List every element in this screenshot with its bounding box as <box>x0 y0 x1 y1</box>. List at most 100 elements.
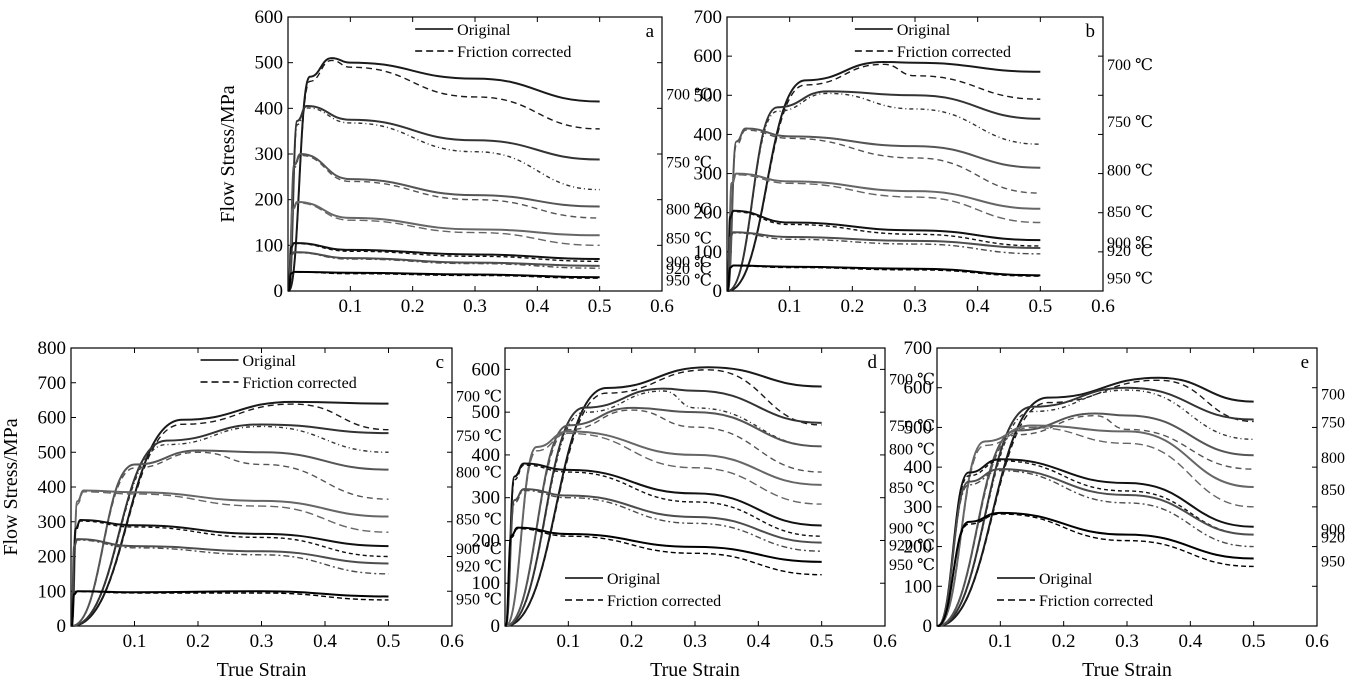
y-tick-label: 300 <box>255 144 284 165</box>
series-corrected-950C <box>937 513 1254 627</box>
series-label: 700 ℃ <box>1107 57 1153 74</box>
series-original-900C <box>70 519 389 627</box>
series-label: 920 ℃ <box>889 538 935 555</box>
legend-corrected-label: Friction corrected <box>897 44 1011 61</box>
legend: Original Friction corrected <box>415 22 571 61</box>
series-label: 900 ℃ <box>1321 522 1345 539</box>
series-original-850C <box>937 424 1254 627</box>
series-label: 950 ℃ <box>456 591 502 608</box>
series-original-920C <box>287 251 600 292</box>
y-tick-label: 0 <box>923 616 933 637</box>
y-tick-label: 100 <box>472 573 501 594</box>
series-original-950C <box>726 264 1041 292</box>
panel-letter: d <box>868 352 878 373</box>
series-original-800C <box>937 412 1254 627</box>
x-tick-label: 0.1 <box>778 296 802 317</box>
legend-original-label: Original <box>607 571 661 588</box>
x-tick-label: 0.3 <box>250 631 274 652</box>
series-original-700C <box>505 366 822 627</box>
x-tick-label: 0.3 <box>683 631 707 652</box>
series-corrected-920C <box>504 489 822 627</box>
series-corrected-850C <box>70 491 389 627</box>
y-tick-label: 600 <box>255 7 284 28</box>
series-original-700C <box>937 376 1254 627</box>
y-tick-label: 400 <box>38 477 67 498</box>
x-tick-label: 0.1 <box>988 631 1012 652</box>
series-label: 950 ℃ <box>1107 270 1153 287</box>
y-tick-label: 400 <box>255 98 284 119</box>
y-tick-label: 400 <box>472 445 501 466</box>
y-tick-label: 700 <box>904 338 933 359</box>
series-original-750C <box>287 105 600 292</box>
series-corrected-850C <box>937 426 1254 627</box>
x-tick-label: 0.4 <box>746 631 770 652</box>
x-tick-label: 0.6 <box>1305 631 1329 652</box>
y-tick-label: 400 <box>694 124 723 145</box>
x-axis-label: True Strain <box>650 659 740 681</box>
legend: Original Friction corrected <box>565 571 721 610</box>
x-tick-label: 0.2 <box>840 296 864 317</box>
x-tick-label: 0.5 <box>810 631 834 652</box>
x-tick-label: 0.1 <box>123 631 147 652</box>
x-tick-label: 0.3 <box>903 296 927 317</box>
y-tick-label: 300 <box>694 164 723 185</box>
y-tick-label: 100 <box>38 581 67 602</box>
y-tick-label: 200 <box>694 203 723 224</box>
series-label: 800 ℃ <box>456 465 502 482</box>
panel-letter: a <box>646 21 655 42</box>
series-label: 700 ℃ <box>456 389 502 406</box>
series-original-900C <box>504 462 822 627</box>
series-label: 750 ℃ <box>1107 114 1153 131</box>
series-corrected-920C <box>287 251 600 292</box>
x-tick-label: 0.6 <box>440 631 464 652</box>
series-corrected-750C <box>287 107 600 292</box>
legend-original-label: Original <box>897 22 951 39</box>
series-label: 850 ℃ <box>889 480 935 497</box>
panel-a: 0 100 200 300 400 500 600 0.1 0.2 0.3 0.4 0.5 0.6 a 70… <box>217 7 712 317</box>
y-axis-label: Flow Stress/MPa <box>0 418 22 555</box>
series-label: 920 ℃ <box>1321 530 1345 547</box>
series-corrected-900C <box>726 210 1041 292</box>
x-tick-label: 0.3 <box>463 296 487 317</box>
y-tick-label: 600 <box>472 359 501 380</box>
series-corrected-920C <box>70 539 389 627</box>
series-original-800C <box>287 152 600 292</box>
series-original-920C <box>504 488 822 627</box>
legend-corrected-label: Friction corrected <box>457 44 571 61</box>
x-tick-label: 0.6 <box>650 296 674 317</box>
y-axis-label: Flow Stress/MPa <box>217 85 239 222</box>
y-tick-label: 500 <box>904 417 933 438</box>
x-tick-label: 0.3 <box>1115 631 1139 652</box>
x-tick-label: 0.2 <box>186 631 210 652</box>
x-tick-label: 0.4 <box>525 296 549 317</box>
y-tick-label: 500 <box>255 53 284 74</box>
panel-c: 0 100 200 300 400 500 600 700 800 0.1 0.2 0.3 0.4 0.5… <box>0 338 502 681</box>
x-tick-label: 0.4 <box>313 631 337 652</box>
y-tick-label: 100 <box>904 576 933 597</box>
panel-letter: c <box>436 352 444 373</box>
y-tick-label: 200 <box>255 190 284 211</box>
series-corrected-950C <box>70 590 389 627</box>
series-label: 850 ℃ <box>1321 482 1345 499</box>
y-tick-label: 200 <box>904 537 933 558</box>
panel-d: 0 100 200 300 400 500 600 0.1 0.2 0.3 0.4 0.5 0.6 d 70… <box>472 347 935 681</box>
x-tick-label: 0.1 <box>338 296 362 317</box>
legend-original-label: Original <box>1039 571 1093 588</box>
x-tick-label: 0.5 <box>588 296 612 317</box>
legend-corrected-label: Friction corrected <box>243 375 357 392</box>
y-tick-label: 400 <box>904 457 933 478</box>
y-tick-label: 0 <box>713 281 723 302</box>
series-label: 800 ℃ <box>666 202 712 219</box>
y-tick-label: 500 <box>38 442 67 463</box>
series-corrected-850C <box>504 432 822 627</box>
series-corrected-800C <box>71 451 389 627</box>
y-tick-label: 700 <box>38 373 67 394</box>
y-tick-label: 0 <box>274 281 284 302</box>
series-original-920C <box>70 538 389 627</box>
series-label: 850 ℃ <box>456 512 502 529</box>
series-corrected-920C <box>726 232 1041 292</box>
series-corrected-750C <box>727 92 1041 292</box>
series-corrected-950C <box>504 527 822 627</box>
panel-b: 0 100 200 300 400 500 600 700 0.1 0.2 0.3 0.4 0.5 0.6… <box>694 7 1153 317</box>
